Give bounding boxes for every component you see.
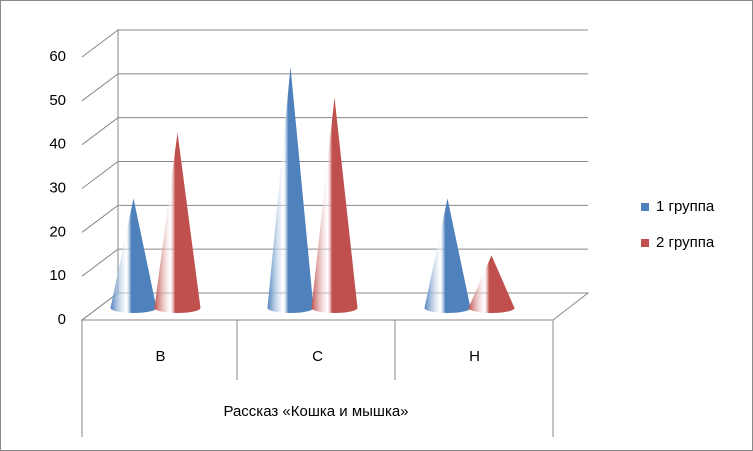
cone [154,132,201,313]
legend-swatch [641,239,649,247]
grid-line [81,204,588,233]
x-axis-label: Рассказ «Кошка и мышка» [223,403,408,420]
y-tick-label: 60 [49,48,66,65]
x-tick-label: С [312,348,323,365]
grid-line [81,248,588,277]
y-tick-label: 30 [49,179,66,196]
y-tick-label: 10 [49,267,66,284]
grid-line [81,117,588,146]
grid-line [81,29,588,58]
legend-swatch [641,203,649,211]
y-tick-label: 50 [49,92,66,109]
grid-line [81,73,588,102]
grid-line [81,161,588,189]
x-tick-label: В [155,348,165,365]
cone [311,97,358,313]
cone [424,198,471,313]
legend-label: 1 группа [656,198,715,215]
cone [110,198,157,313]
y-tick-label: 20 [49,223,66,240]
x-tick-label: Н [469,348,480,365]
y-tick-label: 0 [58,311,66,328]
cone [468,255,515,313]
cone [267,66,314,314]
legend-label: 2 группа [656,234,715,251]
y-tick-label: 40 [49,136,66,153]
